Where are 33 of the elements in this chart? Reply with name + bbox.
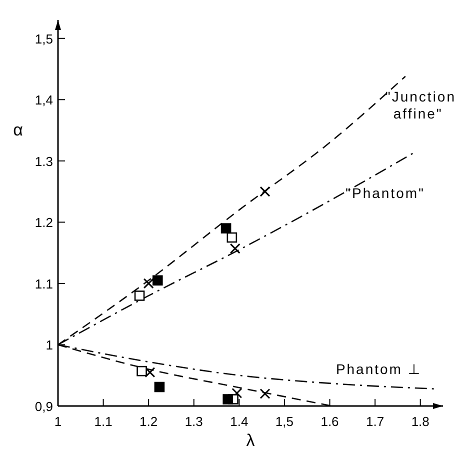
- point: [154, 382, 165, 392]
- point: [143, 278, 154, 289]
- point: [152, 275, 163, 286]
- x-tick-label: 1.8: [411, 414, 430, 429]
- y-tick-label: 0,9: [34, 399, 53, 414]
- x-tick-label: 1.3: [184, 414, 203, 429]
- x-tick-label: 1.1: [94, 414, 112, 429]
- point: [232, 388, 242, 398]
- x-tick-label: 1.7: [366, 414, 384, 429]
- point: [226, 232, 238, 243]
- point: [134, 290, 145, 301]
- series-label: "Phantom": [346, 184, 426, 201]
- point: [144, 367, 156, 378]
- y-tick-label: 1.2: [34, 215, 53, 230]
- point: [260, 186, 270, 197]
- point: [136, 366, 147, 376]
- x-tick-label: 1,5: [275, 414, 294, 429]
- series-label: "Junction affine": [385, 88, 456, 122]
- y-tick-label: 1: [46, 338, 53, 353]
- x-axis-title: λ: [246, 431, 256, 450]
- y-axis-title: α: [13, 120, 24, 140]
- point: [230, 243, 240, 254]
- point: [260, 388, 270, 399]
- x-tick-label: 1.4: [230, 414, 248, 429]
- y-tick-label: 1,4: [34, 92, 53, 108]
- x-tick-label: 1.6: [320, 414, 339, 429]
- point: [220, 223, 232, 234]
- series-label: Phantom ⊥: [336, 360, 422, 377]
- y-tick-label: 1.3: [34, 154, 53, 169]
- y-tick-label: 1.1: [34, 276, 53, 292]
- point: [222, 394, 234, 404]
- x-tick-label: 1.2: [140, 414, 158, 429]
- y-tick-label: 1,5: [34, 31, 53, 46]
